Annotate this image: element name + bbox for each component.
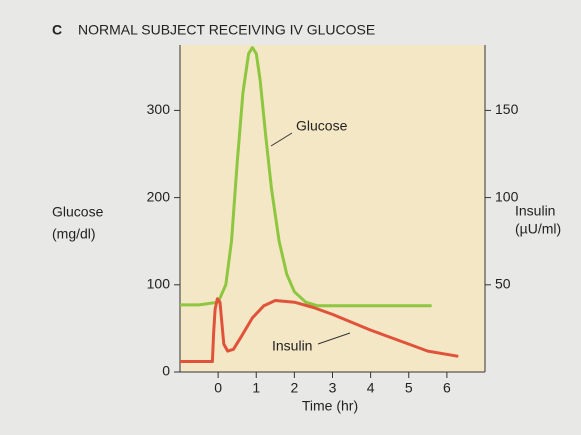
y-tick-label: 200: [147, 188, 171, 204]
x-tick-label: 2: [290, 380, 298, 396]
x-tick-label: 3: [329, 380, 337, 396]
y2-tick-label: 150: [495, 101, 519, 117]
panel-label: C: [52, 22, 62, 38]
y2-tick-label: 50: [495, 276, 511, 292]
series-annotation: Glucose: [296, 118, 348, 134]
x-tick-label: 4: [367, 380, 375, 396]
y2-axis-label: Insulin: [515, 203, 555, 219]
y-tick-label: 300: [147, 101, 171, 117]
x-tick-label: 1: [252, 380, 260, 396]
x-tick-label: 5: [405, 380, 413, 396]
x-tick-label: 0: [214, 380, 222, 396]
y-axis-label: (mg/dl): [52, 226, 96, 242]
series-line: [180, 46, 432, 308]
y-tick-label: 100: [147, 276, 171, 292]
chart-title: NORMAL SUBJECT RECEIVING IV GLUCOSE: [78, 22, 375, 38]
leader-line: [270, 132, 293, 147]
y2-tick-label: 100: [495, 188, 519, 204]
plot-area: [180, 45, 485, 372]
y-tick-label: 0: [162, 363, 170, 379]
leader-line: [317, 332, 351, 345]
y-axis-label: Glucose: [52, 204, 104, 220]
series-line: [180, 297, 459, 363]
y2-axis-label: (µU/ml): [515, 221, 561, 237]
series-annotation: Insulin: [272, 338, 312, 354]
x-tick-label: 6: [443, 380, 451, 396]
x-axis-label: Time (hr): [302, 398, 358, 414]
